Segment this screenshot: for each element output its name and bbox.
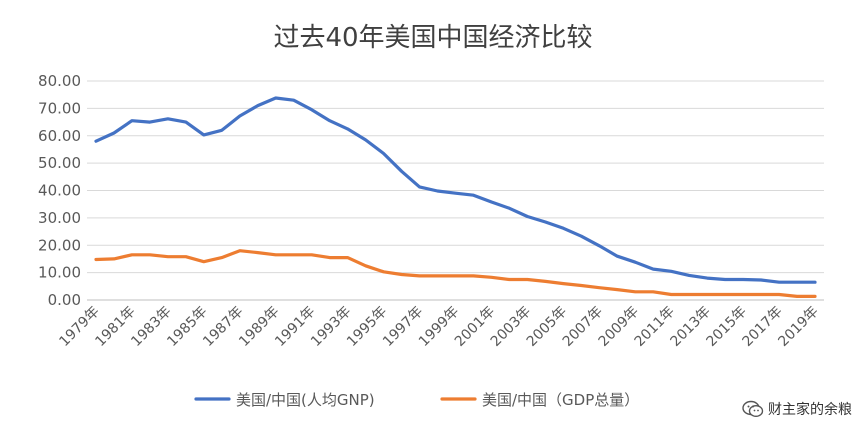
series-lines xyxy=(94,96,817,298)
y-tick-label: 60.00 xyxy=(38,127,81,145)
series-line-1 xyxy=(94,96,817,284)
y-axis: 0.00 10.00 20.00 30.00 40.00 50.00 60.00 70.00 8… xyxy=(38,72,81,309)
legend-item-1: 美国/中国(人均GNP) xyxy=(194,391,375,409)
chart-title: 过去40年美国中国经济比较 xyxy=(273,23,592,53)
y-tick-label: 0.00 xyxy=(48,291,81,309)
series-line-2 xyxy=(94,249,817,298)
y-tick-label: 50.00 xyxy=(38,154,81,172)
legend-label: 美国/中国（GDP总量） xyxy=(482,391,639,409)
y-tick-label: 20.00 xyxy=(38,236,81,254)
y-tick-label: 70.00 xyxy=(38,99,81,117)
legend: 美国/中国(人均GNP) 美国/中国（GDP总量） xyxy=(194,391,639,409)
x-axis: 1979年1981年1983年1985年1987年1989年1991年1993年… xyxy=(56,304,821,350)
watermark-text: 财主家的余粮 xyxy=(768,402,852,418)
y-tick-label: 30.00 xyxy=(38,209,81,227)
watermark: 财主家的余粮 xyxy=(742,399,852,419)
y-tick-label: 80.00 xyxy=(38,72,81,90)
y-tick-label: 10.00 xyxy=(38,264,81,282)
y-tick-label: 40.00 xyxy=(38,182,81,200)
grid xyxy=(87,80,824,301)
legend-label: 美国/中国(人均GNP) xyxy=(236,391,375,409)
legend-item-2: 美国/中国（GDP总量） xyxy=(440,391,639,409)
wechat-icon xyxy=(742,400,764,418)
x-tick-label: 2019年 xyxy=(775,304,821,350)
